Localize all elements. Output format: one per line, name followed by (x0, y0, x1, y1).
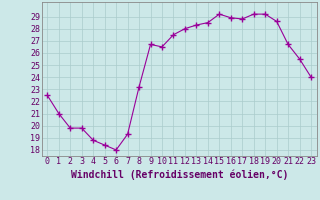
X-axis label: Windchill (Refroidissement éolien,°C): Windchill (Refroidissement éolien,°C) (70, 169, 288, 180)
